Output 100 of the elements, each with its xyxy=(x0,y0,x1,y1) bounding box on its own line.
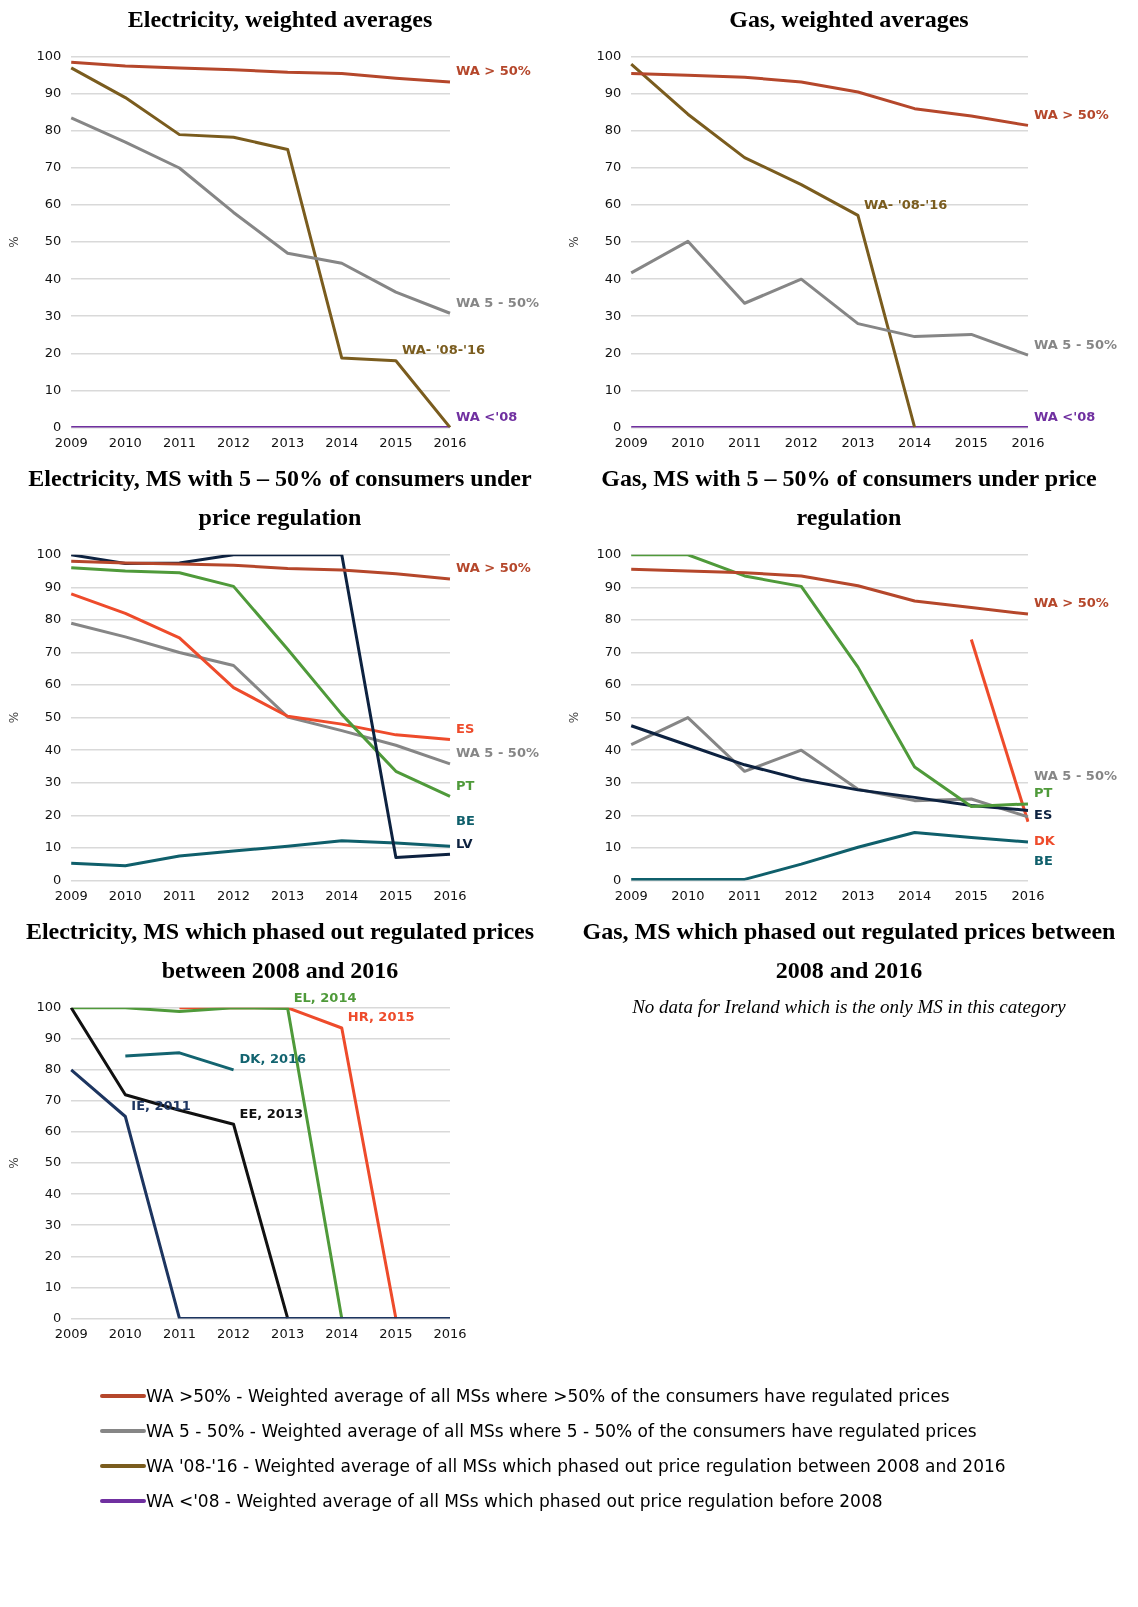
series-label: WA <'08 xyxy=(456,408,518,424)
y-tick-label: 20 xyxy=(44,344,62,360)
series-label: WA > 50% xyxy=(1034,595,1109,611)
x-tick-label: 2015 xyxy=(379,1325,413,1341)
text: WA <'08 - Weighted average of all MSs which phased out price regulation before 2008 xyxy=(146,1490,883,1511)
y-tick-label: 70 xyxy=(604,643,622,659)
y-tick-label: 100 xyxy=(36,546,62,562)
x-tick-label: 2016 xyxy=(433,1325,467,1341)
y-tick-label: 60 xyxy=(44,676,62,692)
x-tick-label: 2015 xyxy=(954,434,988,450)
y-tick-label: 10 xyxy=(44,1278,62,1294)
series-label: WA > 50% xyxy=(456,63,531,79)
series-label: WA 5 - 50% xyxy=(1034,336,1117,352)
y-tick-label: 80 xyxy=(44,122,62,138)
y-axis-title: % xyxy=(7,711,22,724)
x-tick-label: 2016 xyxy=(1011,887,1045,903)
chart-title: Electricity, weighted averages xyxy=(126,5,434,34)
y-tick-label: 10 xyxy=(604,839,622,855)
x-tick-label: 2012 xyxy=(784,434,818,450)
series-label: WA > 50% xyxy=(456,560,531,576)
chart-title: Electricity, MS which phased out regulated prices between 2008 and 2016 xyxy=(24,917,536,985)
y-tick-label: 20 xyxy=(604,806,622,822)
x-tick-label: 2014 xyxy=(898,434,932,450)
y-tick-label: 50 xyxy=(44,1154,62,1170)
x-tick-label: 2016 xyxy=(433,887,467,903)
y-tick-label: 80 xyxy=(604,122,622,138)
x-tick-label: 2009 xyxy=(54,1325,88,1341)
series-label: ES xyxy=(1034,806,1053,822)
series-label: WA > 50% xyxy=(1034,106,1109,122)
y-axis-title: % xyxy=(567,236,582,248)
x-tick-label: 2012 xyxy=(217,887,251,903)
x-tick-label: 2010 xyxy=(671,434,705,450)
x-tick-label: 2016 xyxy=(1011,434,1045,450)
x-tick-label: 2011 xyxy=(162,1325,196,1341)
x-tick-label: 2014 xyxy=(898,887,932,903)
y-tick-label: 80 xyxy=(44,611,62,627)
y-tick-label: 20 xyxy=(604,344,622,360)
series-label: WA- '08-'16 xyxy=(863,196,948,212)
y-tick-label: 40 xyxy=(44,741,62,757)
x-tick-label: 2011 xyxy=(162,887,196,903)
y-tick-label: 90 xyxy=(44,1030,62,1046)
y-axis-title: % xyxy=(7,236,22,248)
y-tick-label: 50 xyxy=(604,708,622,724)
y-tick-label: 90 xyxy=(604,85,622,101)
y-tick-label: 30 xyxy=(604,774,622,790)
y-tick-label: 30 xyxy=(604,307,622,323)
y-tick-label: 90 xyxy=(44,578,62,594)
y-tick-label: 100 xyxy=(36,999,62,1015)
y-tick-label: 10 xyxy=(44,839,62,855)
x-tick-label: 2014 xyxy=(325,434,359,450)
chart-title: Electricity, MS with 5 – 50% of consumers under price regulation xyxy=(27,464,533,532)
series-label: WA- '08-'16 xyxy=(401,342,486,358)
x-tick-label: 2010 xyxy=(671,887,705,903)
series-label: WA 5 - 50% xyxy=(456,745,539,761)
y-tick-label: 70 xyxy=(44,1092,62,1108)
y-tick-label: 30 xyxy=(44,307,62,323)
x-tick-label: 2013 xyxy=(841,887,875,903)
x-tick-label: 2009 xyxy=(54,887,88,903)
y-tick-label: 0 xyxy=(612,871,622,887)
y-tick-label: 70 xyxy=(44,159,62,175)
y-axis-title: % xyxy=(567,711,582,724)
x-tick-label: 2012 xyxy=(784,887,818,903)
series-label: EL, 2014 xyxy=(293,989,357,1005)
y-tick-label: 100 xyxy=(36,48,62,64)
y-tick-label: 90 xyxy=(44,85,62,101)
x-tick-label: 2010 xyxy=(108,887,142,903)
y-tick-label: 40 xyxy=(604,741,622,757)
y-tick-label: 100 xyxy=(596,546,622,562)
y-tick-label: 20 xyxy=(44,806,62,822)
y-tick-label: 40 xyxy=(44,270,62,286)
y-tick-label: 80 xyxy=(604,611,622,627)
series-label: LV xyxy=(456,835,473,851)
text: No data for Ireland which is the only MS in this category xyxy=(631,996,1067,1018)
y-tick-label: 10 xyxy=(604,381,622,397)
series-label: DK xyxy=(1034,833,1056,849)
x-tick-label: 2013 xyxy=(841,434,875,450)
y-tick-label: 90 xyxy=(604,578,622,594)
x-tick-label: 2014 xyxy=(325,887,359,903)
x-tick-label: 2015 xyxy=(379,887,413,903)
x-tick-label: 2009 xyxy=(54,434,88,450)
x-tick-label: 2012 xyxy=(217,434,251,450)
y-tick-label: 40 xyxy=(604,270,622,286)
y-tick-label: 80 xyxy=(44,1061,62,1077)
y-tick-label: 60 xyxy=(44,1123,62,1139)
text: WA 5 - 50% - Weighted average of all MSs where 5 - 50% of the consumers have regulated prices xyxy=(146,1420,977,1441)
y-tick-label: 20 xyxy=(44,1247,62,1263)
series-label: BE xyxy=(456,812,475,828)
y-tick-label: 50 xyxy=(44,233,62,249)
x-tick-label: 2011 xyxy=(728,887,762,903)
y-tick-label: 60 xyxy=(44,196,62,212)
y-tick-label: 0 xyxy=(612,418,622,434)
text: WA >50% - Weighted average of all MSs where >50% of the consumers have regulated prices xyxy=(146,1385,950,1406)
x-tick-label: 2014 xyxy=(325,1325,359,1341)
x-tick-label: 2013 xyxy=(271,1325,305,1341)
y-axis-title: % xyxy=(7,1157,22,1169)
text: WA 5 - 50% xyxy=(1034,768,1117,784)
series-label: EE, 2013 xyxy=(239,1105,303,1121)
x-tick-label: 2012 xyxy=(217,1325,251,1341)
x-tick-label: 2013 xyxy=(271,434,305,450)
series-label: WA 5 - 50% xyxy=(456,294,539,310)
